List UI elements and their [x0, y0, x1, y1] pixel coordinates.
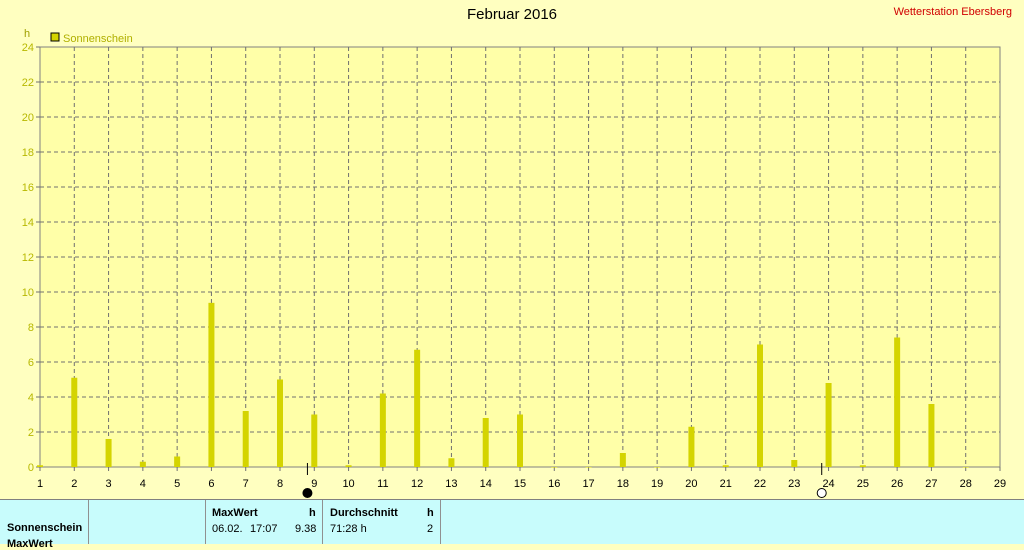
bar — [722, 465, 729, 467]
table-avg-col: Durchschnitt h 71:28 h 2 — [323, 500, 441, 544]
bar — [654, 467, 661, 468]
bar — [208, 302, 215, 467]
x-tick-label: 23 — [788, 478, 800, 490]
table-label-col: Sonnenschein MaxWert — [0, 500, 89, 550]
table-empty-col — [89, 500, 206, 544]
bar — [105, 439, 112, 467]
station-name: Wetterstation Ebersberg — [893, 6, 1012, 18]
x-tick-label: 25 — [857, 478, 869, 490]
bar — [962, 467, 969, 468]
bar — [379, 393, 386, 467]
x-tick-label: 28 — [960, 478, 972, 490]
x-tick-label: 11 — [377, 478, 388, 490]
bar — [791, 460, 798, 467]
avg-unit: h — [427, 507, 434, 519]
bar — [139, 461, 146, 467]
x-tick-label: 4 — [140, 478, 146, 490]
chart-title: Februar 2016 — [466, 6, 558, 23]
x-tick-label: 16 — [548, 478, 560, 490]
y-tick-label: 22 — [22, 77, 34, 89]
x-tick-label: 27 — [925, 478, 937, 490]
bar — [688, 426, 695, 467]
summary-table: Sonnenschein MaxWert MaxWert h 06.02. 17… — [0, 499, 1024, 550]
x-tick-label: 9 — [311, 478, 317, 490]
x-tick-label: 8 — [277, 478, 283, 490]
bar — [619, 453, 626, 467]
x-tick-label: 20 — [685, 478, 697, 490]
legend-swatch — [50, 32, 60, 42]
legend-label: Sonnenschein — [63, 33, 133, 45]
y-tick-label: 18 — [22, 147, 34, 159]
bar-series — [37, 302, 969, 468]
x-tick-label: 21 — [720, 478, 732, 490]
bar — [71, 377, 78, 467]
bar — [242, 411, 249, 467]
bar — [894, 337, 901, 467]
avg-header: Durchschnitt — [330, 507, 398, 519]
y-tick-label: 20 — [22, 112, 34, 124]
bar — [448, 458, 455, 467]
bar — [174, 456, 181, 467]
bar — [345, 465, 352, 467]
x-tick-label: 13 — [445, 478, 457, 490]
x-tick-label: 29 — [994, 478, 1006, 490]
max-time: 17:07 — [250, 523, 278, 535]
y-tick-label: 4 — [28, 392, 34, 404]
y-tick-label: 8 — [28, 322, 34, 334]
x-tick-label: 24 — [822, 478, 834, 490]
x-tick-label: 17 — [582, 478, 594, 490]
x-tick-label: 22 — [754, 478, 766, 490]
bar — [585, 467, 592, 468]
full-moon-icon — [816, 488, 827, 498]
x-tick-label: 15 — [514, 478, 526, 490]
x-tick-label: 5 — [174, 478, 180, 490]
x-tick-label: 18 — [617, 478, 629, 490]
bar — [757, 344, 763, 467]
max-date: 06.02. — [212, 523, 243, 535]
y-tick-label: 0 — [28, 462, 34, 474]
moon-markers — [302, 463, 827, 498]
bar — [825, 383, 832, 467]
row-label-2: MaxWert — [7, 538, 53, 550]
x-tick-label: 10 — [342, 478, 354, 490]
bar — [277, 379, 283, 467]
y-tick-label: 14 — [22, 217, 34, 229]
bar — [859, 465, 866, 467]
y-tick-label: 24 — [22, 42, 34, 54]
max-unit: h — [309, 507, 316, 519]
x-tick-label: 19 — [651, 478, 663, 490]
y-tick-label: 12 — [22, 252, 34, 264]
new-moon-icon — [302, 488, 313, 498]
bar — [517, 414, 523, 467]
bar — [37, 465, 43, 467]
x-tick-label: 2 — [71, 478, 77, 490]
table-max-col: MaxWert h 06.02. 17:07 9.38 — [206, 500, 323, 544]
bar — [928, 404, 935, 467]
x-tick-label: 14 — [480, 478, 492, 490]
x-tick-label: 6 — [208, 478, 214, 490]
bar — [482, 418, 489, 467]
row-label: Sonnenschein — [7, 522, 83, 534]
y-axis-unit: h — [24, 28, 30, 40]
x-tick-label: 7 — [243, 478, 249, 490]
y-tick-label: 2 — [28, 427, 34, 439]
x-axis-ticks: 1 2 3 4 5 6 7 8 9 10 11 12 13 14 15 16 17 18 19 20 21 22 23 24 2… — [37, 467, 1006, 490]
bar — [551, 467, 558, 468]
bar — [311, 414, 318, 467]
x-tick-label: 3 — [106, 478, 112, 490]
y-tick-label: 6 — [28, 357, 34, 369]
y-tick-label: 16 — [22, 182, 34, 194]
avg-value-2: 2 — [427, 523, 434, 535]
x-tick-label: 12 — [411, 478, 423, 490]
x-tick-label: 26 — [891, 478, 903, 490]
bar — [414, 349, 421, 467]
avg-value: 71:28 h — [330, 523, 367, 535]
max-header: MaxWert — [212, 507, 258, 519]
x-tick-label: 1 — [37, 478, 43, 490]
y-tick-label: 10 — [22, 287, 34, 299]
max-value: 9.38 — [295, 523, 317, 535]
